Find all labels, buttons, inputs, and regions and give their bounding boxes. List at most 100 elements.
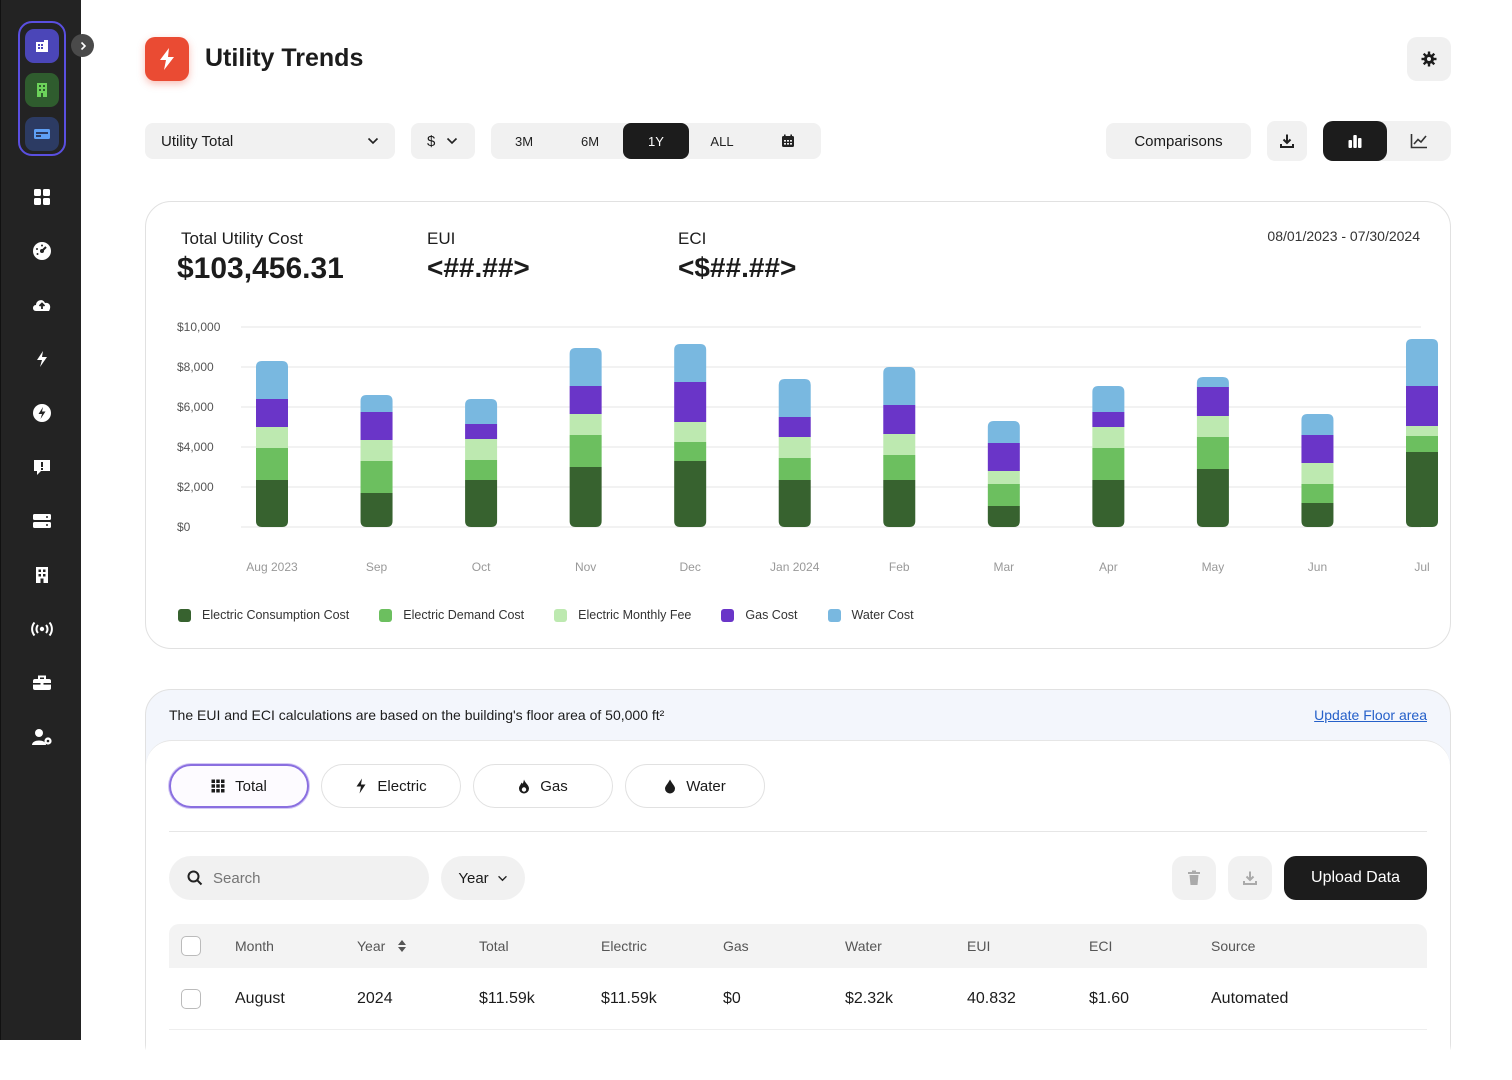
column-gas[interactable]: Gas [723, 938, 749, 954]
bar-segment [987, 506, 1020, 527]
download-table-button[interactable] [1228, 856, 1272, 900]
column-source[interactable]: Source [1211, 938, 1256, 954]
chevron-down-icon [497, 875, 507, 881]
cell-source: Automated [1211, 990, 1289, 1007]
nav-dashboard[interactable] [29, 184, 55, 210]
chevron-down-icon [446, 137, 458, 145]
legend-item[interactable]: Electric Demand Cost [379, 608, 524, 622]
column-eci[interactable]: ECI [1089, 938, 1113, 954]
sidebar-expand-button[interactable] [71, 34, 94, 57]
y-tick-label: $6,000 [177, 400, 214, 414]
select-all-checkbox[interactable] [181, 936, 201, 956]
download-chart-button[interactable] [1267, 121, 1307, 161]
tab-electric[interactable]: Electric [321, 764, 461, 808]
tab-total[interactable]: Total [169, 764, 309, 808]
nav-servers[interactable] [29, 508, 55, 534]
bar-segment [465, 480, 498, 527]
bar-segment [1301, 414, 1334, 435]
settings-button[interactable] [1407, 37, 1451, 81]
bar-segment [465, 424, 498, 439]
building-icon [37, 83, 47, 97]
y-tick-label: $2,000 [177, 480, 214, 494]
legend-swatch [178, 608, 191, 622]
bar-segment [360, 412, 393, 440]
bar-segment [883, 480, 916, 527]
nav-buildings[interactable] [29, 562, 55, 588]
bar-segment [256, 480, 288, 527]
cell-year: 2024 [357, 990, 393, 1007]
legend-item[interactable]: Water Cost [827, 608, 914, 622]
y-tick-label: $8,000 [177, 360, 214, 374]
column-water[interactable]: Water [845, 938, 882, 954]
search-input[interactable] [213, 869, 413, 887]
bar-segment [465, 460, 498, 480]
legend-item[interactable]: Electric Consumption Cost [178, 608, 349, 622]
flame-icon [519, 779, 530, 793]
nav-sensors[interactable] [29, 616, 55, 642]
total-cost-label: Total Utility Cost [181, 229, 303, 248]
update-floor-area-link[interactable]: Update Floor area [1314, 707, 1427, 723]
nav-user-settings[interactable] [29, 724, 55, 750]
bar-segment [256, 427, 288, 448]
cell-month: August [235, 990, 285, 1007]
search-icon [187, 870, 203, 886]
y-tick-label: $4,000 [177, 440, 214, 454]
bar-segment [1301, 435, 1334, 463]
dashboard-icon [34, 189, 50, 205]
x-tick-label: Jun [1308, 560, 1327, 574]
legend-item[interactable]: Electric Monthly Fee [554, 608, 691, 622]
bar-view-button[interactable] [1323, 121, 1387, 161]
x-tick-label: Dec [680, 560, 701, 574]
range-3m-button[interactable]: 3M [514, 133, 534, 149]
nav-electric[interactable] [29, 346, 55, 372]
bar-segment [256, 361, 288, 399]
nav-tools[interactable] [29, 670, 55, 696]
tab-water[interactable]: Water [625, 764, 765, 808]
column-month[interactable]: Month [235, 938, 274, 954]
comparisons-button[interactable]: Comparisons [1106, 123, 1251, 159]
nav-energy[interactable] [29, 400, 55, 426]
nav-upload[interactable] [29, 292, 55, 318]
legend-swatch [379, 608, 393, 622]
nav-gauge[interactable] [29, 238, 55, 264]
column-electric[interactable]: Electric [601, 938, 647, 954]
range-6m-button[interactable]: 6M [580, 133, 600, 149]
range-all-button[interactable]: ALL [710, 133, 734, 149]
calendar-button[interactable] [755, 123, 821, 159]
total-cost-value: $103,456.31 [177, 252, 344, 285]
sort-icon[interactable] [397, 939, 407, 953]
cloud-upload-icon [33, 300, 51, 311]
y-tick-label: $0 [177, 520, 191, 534]
bar-segment [883, 405, 916, 434]
upload-data-button[interactable]: Upload Data [1284, 856, 1427, 900]
search-box[interactable] [169, 856, 429, 900]
bar-segment [360, 440, 393, 461]
year-select[interactable]: Year [441, 856, 525, 900]
tab-label: Electric [377, 777, 427, 795]
table-row[interactable]: August 2024 $11.59k $11.59k $0 $2.32k 40… [169, 968, 1427, 1030]
data-panel: Total Electric Gas Water Year [146, 740, 1450, 1080]
bar-segment [1406, 452, 1438, 527]
bar-segment [987, 484, 1020, 506]
alert-icon [34, 460, 50, 475]
utility-select[interactable]: Utility Total [145, 123, 395, 159]
building-button[interactable] [25, 73, 59, 107]
line-view-button[interactable] [1387, 121, 1451, 161]
column-year[interactable]: Year [357, 938, 386, 954]
row-checkbox[interactable] [181, 989, 201, 1009]
column-total[interactable]: Total [479, 938, 509, 954]
meter-button[interactable] [25, 117, 59, 151]
column-eui[interactable]: EUI [967, 938, 991, 954]
currency-select[interactable]: $ [411, 123, 475, 159]
bar-segment [674, 461, 707, 527]
tab-gas[interactable]: Gas [473, 764, 613, 808]
portfolio-icon [36, 40, 48, 52]
range-1y-button[interactable]: 1Y [623, 123, 689, 159]
nav-alerts[interactable] [29, 454, 55, 480]
card-icon [34, 129, 50, 139]
bolt-icon [160, 48, 174, 70]
portfolio-button[interactable] [25, 29, 59, 63]
legend-item[interactable]: Gas Cost [721, 608, 798, 622]
delete-button[interactable] [1172, 856, 1216, 900]
bar-segment [465, 399, 498, 424]
